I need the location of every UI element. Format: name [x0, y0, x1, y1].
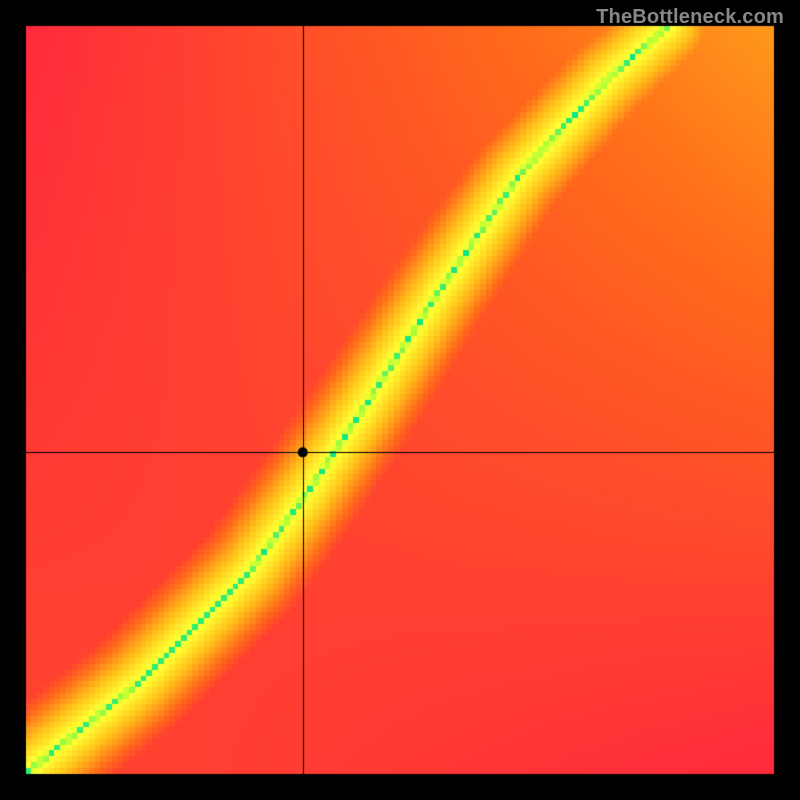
chart-container: TheBottleneck.com: [0, 0, 800, 800]
watermark-label: TheBottleneck.com: [596, 6, 784, 29]
bottleneck-heatmap: [0, 0, 800, 800]
